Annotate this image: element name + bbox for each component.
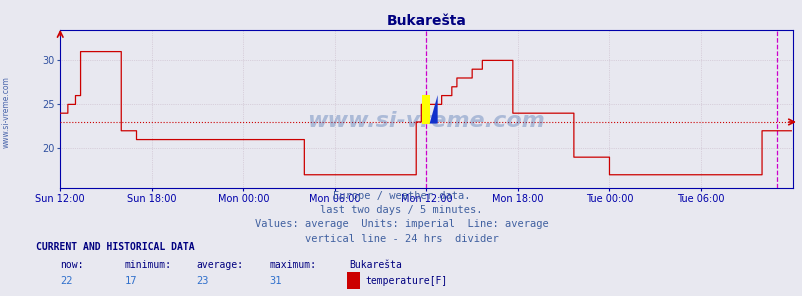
Text: Bukarešta: Bukarešta	[349, 260, 402, 270]
Text: average:: average:	[196, 260, 244, 270]
Text: minimum:: minimum:	[124, 260, 172, 270]
Text: 23: 23	[196, 276, 209, 286]
Text: www.si-vreme.com: www.si-vreme.com	[307, 112, 545, 131]
Text: Europe / weather data.: Europe / weather data.	[332, 191, 470, 201]
Title: Bukarešta: Bukarešta	[386, 15, 466, 28]
Text: 22: 22	[60, 276, 73, 286]
Text: 31: 31	[269, 276, 282, 286]
Text: vertical line - 24 hrs  divider: vertical line - 24 hrs divider	[304, 234, 498, 244]
Text: Values: average  Units: imperial  Line: average: Values: average Units: imperial Line: av…	[254, 219, 548, 229]
Text: www.si-vreme.com: www.si-vreme.com	[2, 77, 11, 148]
Text: last two days / 5 minutes.: last two days / 5 minutes.	[320, 205, 482, 215]
Text: 17: 17	[124, 276, 137, 286]
Text: temperature[F]: temperature[F]	[365, 276, 447, 286]
Bar	[421, 95, 429, 123]
Text: now:: now:	[60, 260, 83, 270]
Text: maximum:: maximum:	[269, 260, 316, 270]
Polygon shape	[429, 95, 437, 123]
Text: CURRENT AND HISTORICAL DATA: CURRENT AND HISTORICAL DATA	[36, 242, 195, 252]
